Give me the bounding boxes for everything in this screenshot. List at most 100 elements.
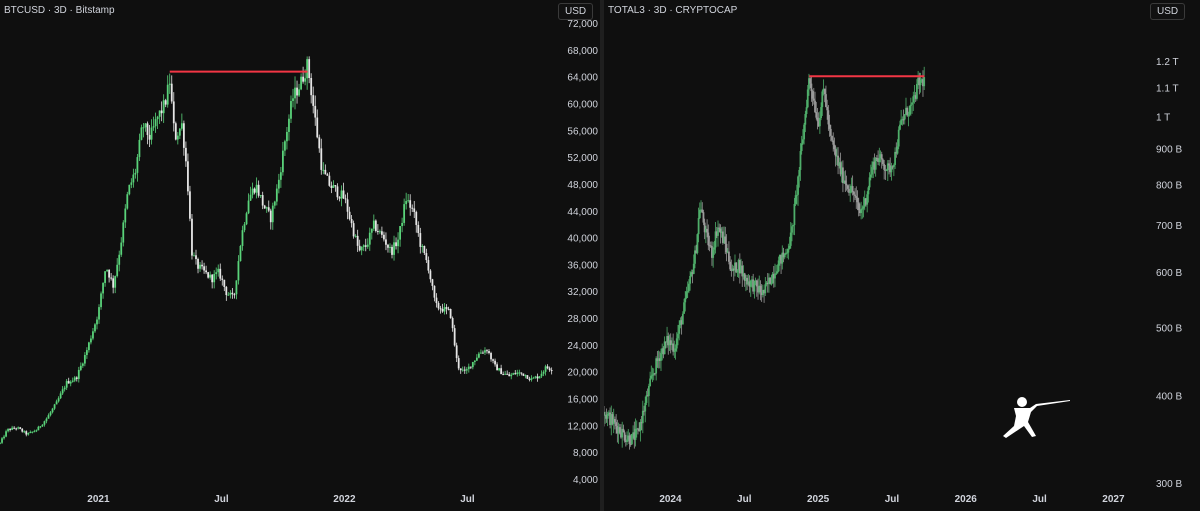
candle-body bbox=[729, 261, 732, 270]
candle-body bbox=[703, 222, 706, 233]
candle-body bbox=[923, 77, 926, 87]
candle-body bbox=[783, 253, 786, 258]
candle-body bbox=[846, 185, 849, 189]
candle-body bbox=[774, 273, 776, 279]
candle-body bbox=[778, 254, 781, 261]
candle-body bbox=[7, 428, 9, 432]
candle-body bbox=[348, 211, 351, 219]
candle-body bbox=[431, 279, 434, 286]
total3-candlestick-chart[interactable]: 300 B 400 B 500 B 600 B 700 B 800 B 900 B 1 T 1.… bbox=[604, 0, 1200, 511]
x-tick-label: 2024 bbox=[659, 494, 682, 505]
btc-candlestick-chart[interactable]: 4,000 8,000 12,000 16,000 20,000 24,000 28,000… bbox=[0, 0, 600, 511]
fencer-logo-icon bbox=[1003, 397, 1070, 438]
candle-body bbox=[825, 94, 827, 107]
candle-body bbox=[195, 255, 197, 260]
candle-body bbox=[296, 87, 298, 96]
candle-body bbox=[253, 188, 256, 193]
candle-body bbox=[203, 266, 205, 271]
candle-body bbox=[88, 342, 90, 351]
candle-body bbox=[300, 76, 302, 90]
currency-button-btc[interactable]: USD bbox=[558, 3, 594, 20]
candle-body bbox=[492, 359, 494, 361]
candle-body bbox=[689, 275, 692, 284]
candle-body bbox=[235, 280, 238, 295]
candle-body bbox=[338, 197, 341, 199]
candle-body bbox=[606, 413, 609, 419]
candle-body bbox=[839, 162, 842, 175]
candle-body bbox=[736, 270, 739, 273]
candle-body bbox=[669, 340, 672, 346]
currency-button-total3[interactable]: USD bbox=[1150, 3, 1186, 20]
candle-body bbox=[775, 273, 778, 275]
candle-body bbox=[605, 414, 608, 419]
candle-body bbox=[273, 201, 276, 206]
candle-body bbox=[718, 227, 721, 229]
candle-body bbox=[77, 369, 80, 379]
panel-divider[interactable] bbox=[600, 0, 604, 511]
x-tick-label: Jul bbox=[1032, 494, 1047, 505]
y-tick-label: 40,000 bbox=[567, 234, 598, 245]
candle-body bbox=[19, 427, 22, 429]
candle-body bbox=[919, 79, 922, 86]
candle-body bbox=[471, 362, 474, 368]
candle-body bbox=[888, 163, 890, 166]
candle-body bbox=[618, 427, 621, 433]
candle-body bbox=[403, 204, 406, 223]
candle-body bbox=[770, 283, 773, 285]
y-tick-label: 32,000 bbox=[567, 287, 598, 298]
candle-body bbox=[469, 366, 472, 368]
candle-body bbox=[233, 294, 236, 296]
candle-body bbox=[13, 427, 16, 429]
candle-body bbox=[747, 281, 750, 285]
chart-title-total3: TOTAL3 · 3D · CRYPTOCAP bbox=[608, 5, 738, 16]
candle-body bbox=[275, 188, 278, 202]
candle-body bbox=[45, 418, 48, 422]
candle-body bbox=[546, 366, 549, 369]
candle-body bbox=[227, 294, 230, 296]
candle-body bbox=[162, 100, 165, 114]
candle-body bbox=[614, 419, 616, 423]
candle-body bbox=[352, 223, 355, 237]
candle-body bbox=[868, 177, 871, 188]
x-tick-label: 2025 bbox=[807, 494, 830, 505]
candle-body bbox=[900, 119, 903, 125]
candle-body bbox=[532, 377, 535, 379]
candle-body bbox=[425, 253, 428, 261]
candle-body bbox=[498, 368, 501, 371]
candle-body bbox=[656, 358, 659, 362]
candle-body bbox=[67, 381, 70, 384]
candle-body bbox=[413, 208, 416, 212]
candle-body bbox=[229, 292, 232, 295]
candle-body bbox=[852, 191, 855, 195]
candle-body bbox=[871, 167, 873, 175]
candle-body bbox=[641, 410, 644, 424]
candle-body bbox=[792, 225, 795, 227]
candle-body bbox=[180, 123, 183, 129]
candle-body bbox=[687, 283, 690, 292]
btc-chart-panel[interactable]: BTCUSD · 3D · Bitstamp USD 4,000 8,000 12,… bbox=[0, 0, 600, 511]
candle-body bbox=[409, 200, 412, 208]
candle-body bbox=[502, 374, 505, 376]
candle-body bbox=[9, 428, 12, 430]
total3-chart-panel[interactable]: TOTAL3 · 3D · CRYPTOCAP USD 300 B 400 B 50… bbox=[604, 0, 1200, 511]
candle-body bbox=[817, 121, 820, 127]
candle-body bbox=[632, 432, 635, 435]
candle-body bbox=[668, 340, 671, 346]
candle-body bbox=[249, 194, 252, 201]
candle-body bbox=[815, 112, 818, 118]
candle-body bbox=[684, 297, 687, 303]
candle-body bbox=[903, 114, 906, 120]
candle-body bbox=[741, 265, 744, 277]
candle-body bbox=[435, 297, 438, 304]
y-tick-label: 36,000 bbox=[567, 260, 598, 271]
candle-body bbox=[310, 77, 313, 96]
candle-body bbox=[172, 101, 175, 124]
candle-body bbox=[831, 135, 833, 141]
candle-body bbox=[174, 123, 177, 140]
candle-body bbox=[399, 226, 401, 240]
candle-body bbox=[447, 308, 450, 310]
candle-body bbox=[419, 233, 422, 247]
candle-body bbox=[707, 232, 710, 246]
candle-body bbox=[691, 272, 694, 274]
candle-body bbox=[886, 163, 889, 171]
